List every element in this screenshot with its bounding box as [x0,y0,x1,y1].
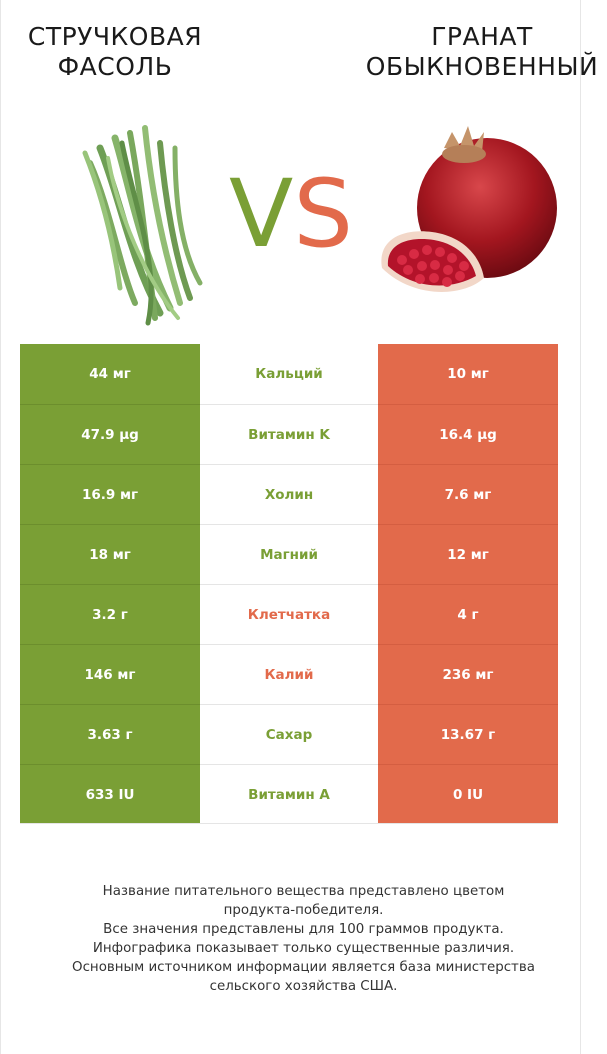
right-value: 10 мг [378,344,558,404]
footnote-line-3: Все значения представлены для 100 граммо… [103,922,504,937]
nutrient-name: Кальций [200,344,378,404]
right-value: 12 мг [378,524,558,584]
comparison-row: 146 мг Калий 236 мг [20,644,558,704]
right-value: 236 мг [378,644,558,704]
frame-border-right [580,0,581,1054]
table-bottom-border [20,823,558,824]
left-value: 146 мг [20,644,200,704]
frame-border-left [0,0,1,1054]
pomegranate-image [381,126,557,292]
nutrient-name: Калий [200,644,378,704]
footnote-line-4: Инфографика показывает только существенн… [92,941,515,956]
nutrient-name: Сахар [200,704,378,764]
right-product-title: ГРАНАТ ОБЫКНОВЕННЫЙ [352,22,607,82]
nutrient-name: Магний [200,524,378,584]
right-value: 4 г [378,584,558,644]
footnote-line-6: сельского хозяйства США. [209,979,398,994]
right-value: 13.67 г [378,704,558,764]
footnote-line-1: Название питательного вещества представл… [102,884,505,899]
right-title-line-1: ГРАНАТ [431,22,533,51]
comparison-row: 18 мг Магний 12 мг [20,524,558,584]
comparison-row: 3.63 г Сахар 13.67 г [20,704,558,764]
nutrient-name: Клетчатка [200,584,378,644]
right-value: 16.4 µg [378,404,558,464]
left-value: 3.2 г [20,584,200,644]
comparison-table: 44 мг Кальций 10 мг 47.9 µg Витамин K 16.4 µg… [20,344,558,824]
left-value: 633 IU [20,764,200,824]
footnote-line-2: продукта-победителя. [223,903,384,918]
footnote-line-5: Основным источником информации является … [72,960,535,975]
green-beans-image [82,125,203,326]
nutrient-name: Холин [200,464,378,524]
right-value: 7.6 мг [378,464,558,524]
left-value: 3.63 г [20,704,200,764]
left-title-line-2: ФАСОЛЬ [57,52,173,81]
right-value: 0 IU [378,764,558,824]
comparison-row: 3.2 г Клетчатка 4 г [20,584,558,644]
left-value: 18 мг [20,524,200,584]
comparison-row: 47.9 µg Витамин K 16.4 µg [20,404,558,464]
versus-label: VS [226,165,356,265]
nutrient-name: Витамин A [200,764,378,824]
comparison-row: 16.9 мг Холин 7.6 мг [20,464,558,524]
footnote: Название питательного вещества представл… [10,882,597,996]
left-value: 16.9 мг [20,464,200,524]
versus-s: S [293,160,353,269]
nutrient-name: Витамин K [200,404,378,464]
left-product-title: СТРУЧКОВАЯ ФАСОЛЬ [20,22,210,82]
comparison-row: 44 мг Кальций 10 мг [20,344,558,404]
versus-v: V [229,160,294,269]
left-title-line-1: СТРУЧКОВАЯ [27,22,203,51]
left-value: 44 мг [20,344,200,404]
right-title-line-2: ОБЫКНОВЕННЫЙ [365,52,599,81]
left-value: 47.9 µg [20,404,200,464]
